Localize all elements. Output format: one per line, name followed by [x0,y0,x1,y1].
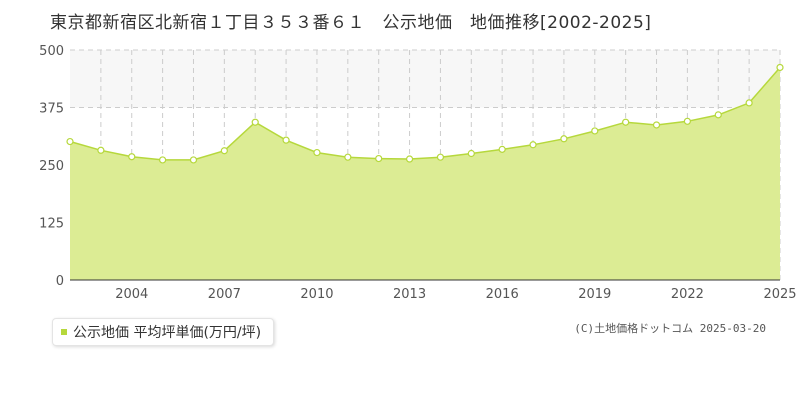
data-point-2013 [405,155,414,163]
x-tick-label-2022: 2022 [671,287,704,302]
price-area [70,67,780,280]
data-point-2015 [467,149,475,158]
data-point-2004 [128,153,136,161]
data-point-2022 [683,117,691,125]
legend-label: 公示地価 平均坪単価(万円/坪) [73,325,262,341]
data-point-2011 [344,153,352,161]
data-point-2002 [66,137,74,146]
plot-band [70,50,780,108]
y-tick-label-0: 0 [56,274,64,289]
y-tick-label-125: 125 [39,217,64,232]
x-tick-label-2013: 2013 [393,287,426,302]
x-tick-label-2025: 2025 [763,287,796,302]
data-point-2019 [591,127,599,135]
data-point-2024 [745,99,753,107]
y-tick-label-375: 375 [39,102,64,117]
x-tick-label-2007: 2007 [208,287,241,302]
data-point-2014 [436,153,445,161]
x-tick-label-2004: 2004 [115,287,148,302]
data-point-2016 [498,145,506,153]
price-points [66,63,784,164]
x-axis-ticks: 2004 2007 2010 2013 2016 2019 2022 2025 [115,287,796,302]
y-axis-ticks: 0 125 250 375 500 [39,44,64,289]
legend-swatch [61,329,67,335]
data-point-2008 [251,118,259,126]
data-point-2009 [282,136,290,144]
data-point-2021 [652,121,661,129]
data-point-2012 [375,154,383,163]
x-tick-label-2016: 2016 [486,287,519,302]
y-tick-label-500: 500 [39,44,64,59]
data-point-2020 [622,118,630,126]
price-line [69,67,781,161]
legend: 公示地価 平均坪単価(万円/坪) [52,318,275,346]
chart-title: 東京都新宿区北新宿１丁目３５３番６１ 公示地価 地価推移[2002-2025] [50,13,652,33]
credit-text: (C)土地価格ドットコム 2025-03-20 [574,322,766,335]
data-point-2017 [529,141,537,149]
data-point-2010 [313,148,321,157]
data-point-2003 [97,146,105,154]
x-tick-label-2019: 2019 [578,287,611,302]
data-point-2005 [159,156,167,164]
data-point-2006 [189,156,198,164]
data-point-2018 [560,135,568,143]
data-point-2007 [220,147,228,155]
x-tick-label-2010: 2010 [300,287,333,302]
data-point-2025 [776,63,784,72]
data-point-2023 [714,111,722,119]
y-tick-label-250: 250 [39,159,64,174]
